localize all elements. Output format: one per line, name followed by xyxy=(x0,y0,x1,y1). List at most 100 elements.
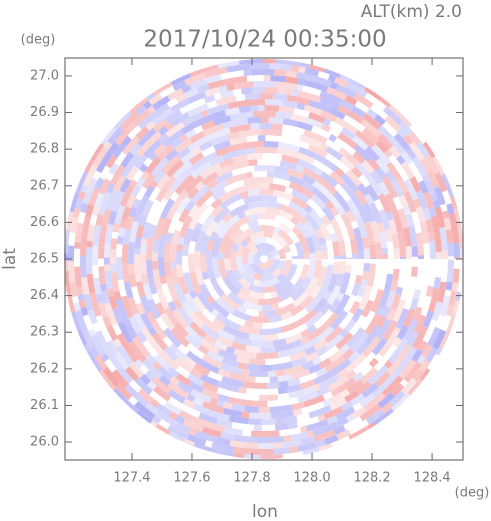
echo-cell xyxy=(344,353,367,374)
echo-cell xyxy=(165,121,185,138)
echo-cell xyxy=(121,135,132,147)
echo-cell xyxy=(263,176,274,184)
echo-cell xyxy=(330,218,344,242)
echo-cell xyxy=(354,189,368,206)
echo-cell xyxy=(350,331,370,353)
echo-cell xyxy=(299,264,310,281)
echo-cell xyxy=(349,193,366,215)
y-tick-label: 26.1 xyxy=(30,398,59,413)
echo-cell xyxy=(374,288,384,303)
echo-cell xyxy=(395,337,409,354)
echo-cell xyxy=(272,361,293,371)
echo-cell xyxy=(307,430,315,438)
echo-cell xyxy=(98,266,106,285)
echo-cell xyxy=(210,197,223,210)
echo-cell xyxy=(148,327,157,336)
echo-cell xyxy=(282,118,298,127)
echo-cell xyxy=(384,193,393,202)
echo-cell xyxy=(68,261,76,283)
echo-cell xyxy=(435,252,443,259)
echo-cell xyxy=(314,228,325,239)
echo-cell xyxy=(288,200,309,218)
echo-cell xyxy=(405,246,412,259)
echo-cell xyxy=(121,243,129,263)
echo-cell xyxy=(294,339,303,348)
echo-cell xyxy=(273,254,281,259)
echo-cell xyxy=(212,411,231,422)
echo-cell xyxy=(126,165,139,182)
echo-cell xyxy=(158,374,171,387)
echo-cell xyxy=(183,438,195,447)
echo-cell xyxy=(258,406,271,414)
y-tick-label: 26.8 xyxy=(30,142,59,157)
echo-cell xyxy=(277,248,287,259)
echo-cell xyxy=(368,202,383,224)
echo-cell xyxy=(351,307,364,323)
echo-cell xyxy=(451,282,459,292)
echo-cell xyxy=(182,165,196,178)
echo-cell xyxy=(156,288,170,310)
echo-cell xyxy=(106,339,120,356)
echo-cell xyxy=(322,289,333,301)
echo-cell xyxy=(296,232,310,254)
echo-cell xyxy=(252,322,263,329)
echo-cell xyxy=(194,266,205,286)
echo-cell xyxy=(207,79,226,90)
echo-cell xyxy=(263,285,277,294)
echo-cell xyxy=(319,96,341,111)
echo-cell xyxy=(290,368,311,380)
echo-cell xyxy=(268,259,280,274)
echo-cell xyxy=(139,295,152,314)
echo-cell xyxy=(389,390,406,407)
echo-cell xyxy=(266,171,290,181)
echo-cell xyxy=(221,120,233,130)
echo-cell xyxy=(128,361,145,379)
echo-cell xyxy=(236,215,251,228)
echo-cell xyxy=(125,194,137,209)
echo-cell xyxy=(388,350,401,364)
echo-cell xyxy=(218,157,235,169)
echo-cell xyxy=(124,384,138,397)
echo-cell xyxy=(86,177,98,194)
echo-cell xyxy=(152,82,173,97)
echo-cell xyxy=(294,241,304,252)
echo-cell xyxy=(116,333,135,356)
echo-cell xyxy=(405,147,417,160)
echo-cell xyxy=(157,257,166,277)
echo-cell xyxy=(445,281,453,291)
echo-cell xyxy=(110,249,117,258)
echo-cell xyxy=(159,275,167,285)
echo-cell xyxy=(201,354,223,369)
echo-cell xyxy=(332,262,340,275)
echo-cell xyxy=(135,104,147,116)
echo-cell xyxy=(361,127,380,145)
echo-cell xyxy=(187,91,207,104)
echo-cell xyxy=(183,272,195,293)
echo-cell xyxy=(224,107,240,116)
echo-cell xyxy=(300,295,315,310)
echo-cell xyxy=(219,343,229,352)
echo-cell xyxy=(345,169,362,187)
echo-cell xyxy=(223,258,232,272)
y-tick-label: 26.6 xyxy=(30,215,59,230)
echo-cell xyxy=(167,366,180,378)
echo-cell xyxy=(73,302,81,312)
echo-cell xyxy=(433,277,441,290)
echo-cell xyxy=(99,224,108,238)
echo-cell xyxy=(260,346,276,353)
echo-cell xyxy=(145,156,162,175)
echo-cell xyxy=(105,154,118,169)
echo-cell xyxy=(101,127,117,146)
echo-cell xyxy=(216,380,240,393)
echo-cell xyxy=(259,364,273,371)
echo-cell xyxy=(349,300,361,315)
echo-cell xyxy=(88,328,97,338)
echo-cell xyxy=(273,189,294,202)
echo-cell xyxy=(329,206,340,217)
echo-cell xyxy=(291,401,305,411)
echo-cell xyxy=(318,443,333,452)
echo-cell xyxy=(112,338,122,348)
echo-cell xyxy=(329,81,339,90)
echo-cell xyxy=(174,138,193,154)
echo-cell xyxy=(424,154,440,175)
